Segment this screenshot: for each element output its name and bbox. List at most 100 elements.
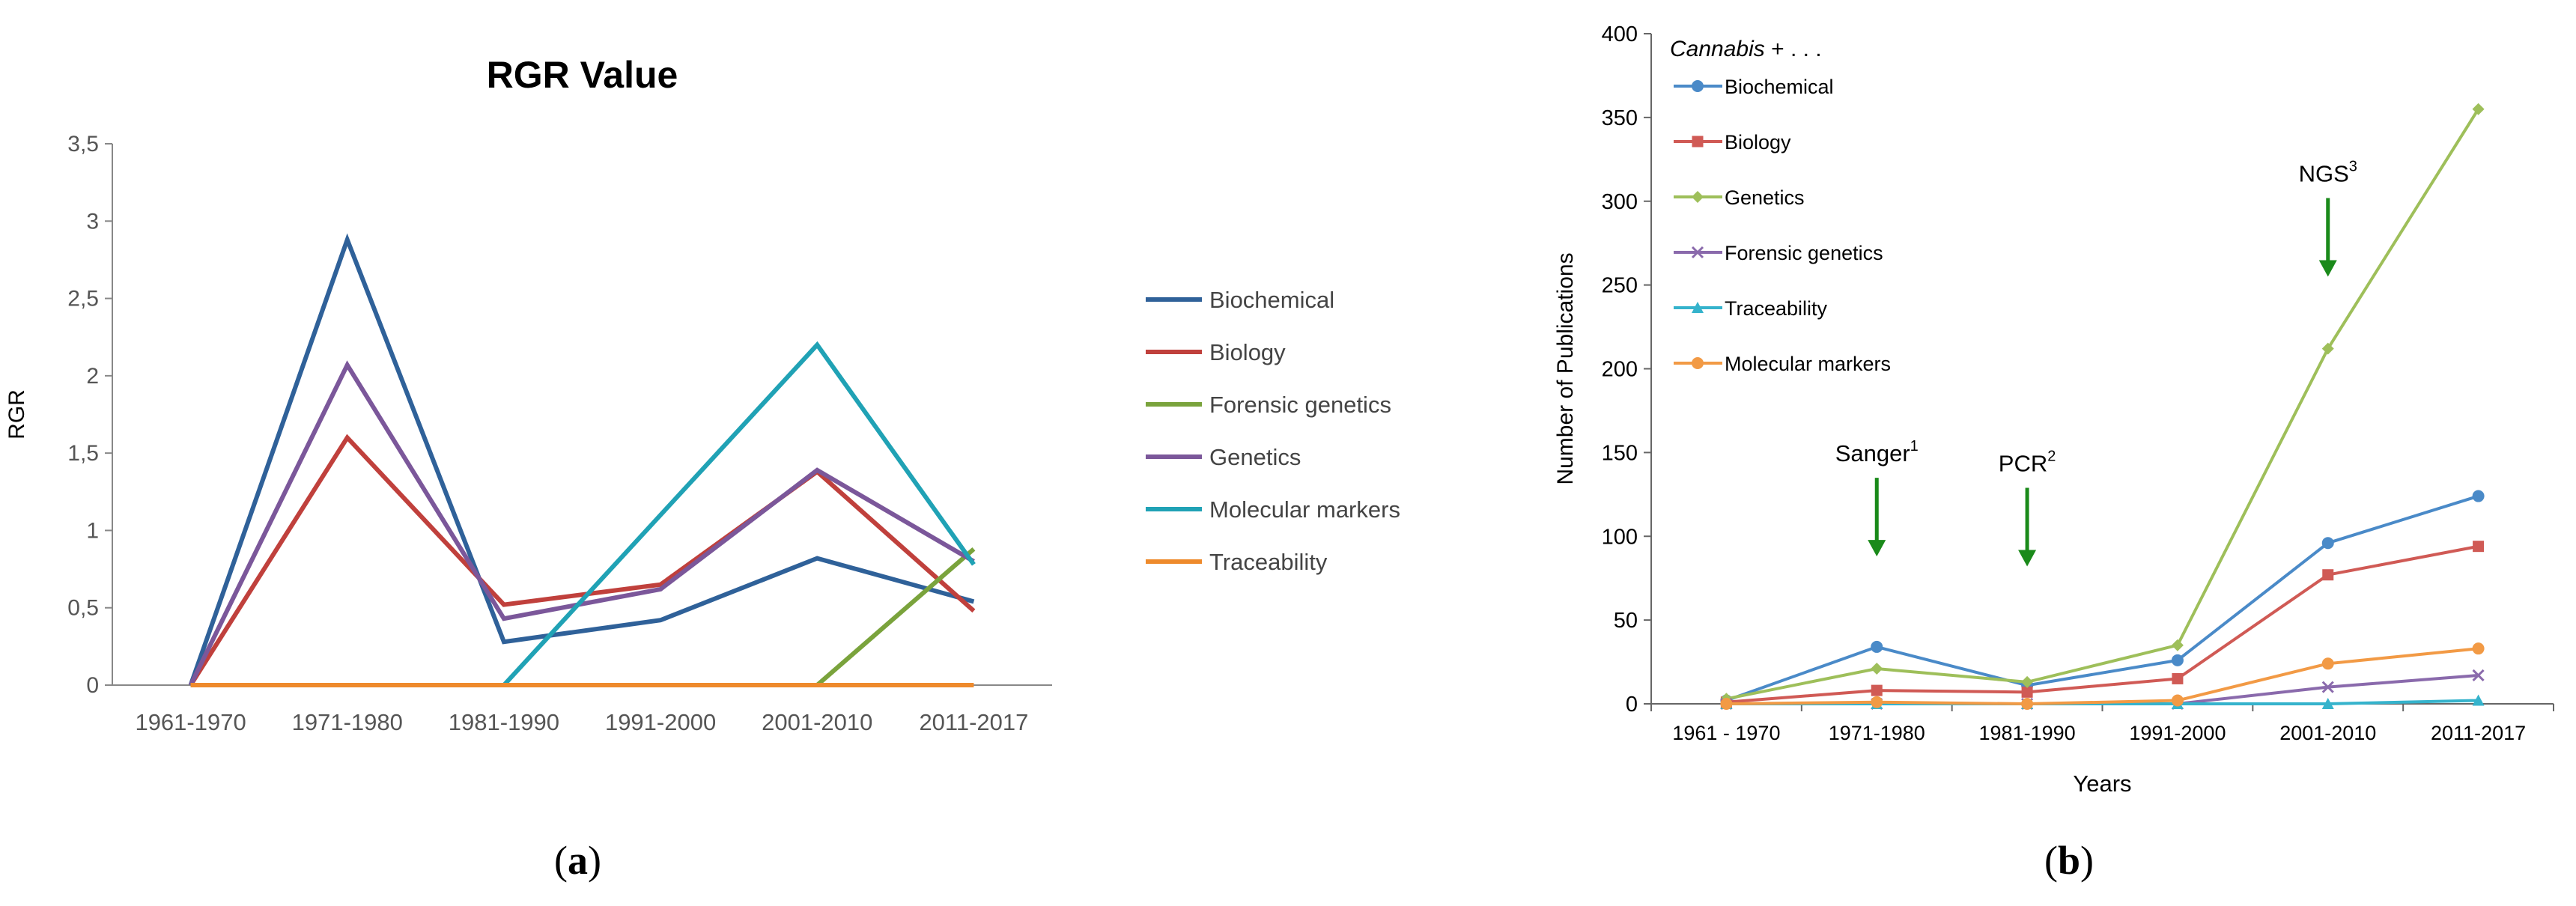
x-tick-label: 2001-2010 <box>762 709 872 735</box>
legend-label: Biology <box>1209 339 1286 365</box>
y-tick-label: 3,5 <box>67 132 99 156</box>
y-tick-label: 2,5 <box>67 287 99 311</box>
annotation-arrow-head <box>1868 540 1886 557</box>
annotation-label: NGS3 <box>2299 158 2357 186</box>
annotation-label: Sanger1 <box>1835 438 1919 466</box>
legend-label: Genetics <box>1725 186 1805 209</box>
y-axis-label: RGR <box>4 389 29 440</box>
panel-label-b: (b) <box>2044 838 2094 883</box>
data-point-molecular-markers <box>1871 696 1883 708</box>
data-point-biology <box>1871 684 1883 696</box>
legend-label: Traceability <box>1209 549 1328 575</box>
data-point-traceability <box>2321 698 2334 709</box>
data-point-forensic-genetics <box>2472 669 2485 682</box>
data-point-molecular-markers <box>2021 698 2034 710</box>
data-point-genetics <box>2321 342 2334 355</box>
annotation-superscript: 2 <box>2047 449 2056 465</box>
x-tick-label: 1991-2000 <box>2129 722 2226 744</box>
legend-label: Molecular markers <box>1209 496 1400 523</box>
y-tick-label: 2 <box>86 364 99 389</box>
data-point-biology <box>2172 672 2184 684</box>
x-tick-label: 1971-1980 <box>1829 722 1925 744</box>
y-tick-label: 350 <box>1602 106 1638 130</box>
legend-label: Biology <box>1725 131 1791 153</box>
y-tick-label: 50 <box>1614 609 1638 633</box>
legend-label: Biochemical <box>1209 287 1334 313</box>
series-line-biology <box>1726 544 2479 704</box>
rgr-chart: RGR Value 0 0,5 1 1,5 2 2,5 3 3,5 1961-1970 1971-1… <box>4 54 1052 735</box>
chart-title: RGR Value <box>487 54 678 96</box>
rgr-legend: Biochemical Biology Forensic genetics Genet… <box>1146 287 1400 575</box>
y-tick-label: 150 <box>1602 441 1638 465</box>
data-point-molecular-markers <box>2321 657 2334 670</box>
annotation-arrow-head <box>2318 260 2337 277</box>
legend-label: Molecular markers <box>1725 353 1891 375</box>
legend-label: Forensic genetics <box>1725 242 1883 264</box>
data-point-biology <box>2322 569 2334 581</box>
legend-marker <box>1692 302 1704 313</box>
legend-marker <box>1692 357 1704 369</box>
x-tick-label: 1991-2000 <box>605 709 716 735</box>
series-line-biochemical <box>188 233 975 686</box>
legend-title-rest: + . . . <box>1765 37 1822 61</box>
y-tick-label: 0 <box>86 673 99 698</box>
y-tick-label: 400 <box>1602 22 1638 46</box>
x-tick-label: 1981-1990 <box>449 709 559 735</box>
y-tick-label: 200 <box>1602 358 1638 382</box>
series-line-molecular-markers <box>190 341 976 687</box>
legend-label: Genetics <box>1209 444 1301 470</box>
data-point-molecular-markers <box>1720 698 1733 710</box>
publications-chart: 0 50 100 150 200 250 300 350 400 1961 - 1970 1971-… <box>1553 22 2554 797</box>
x-tick-label: 1961-1970 <box>135 709 246 735</box>
panel-label-a: (a) <box>554 838 601 883</box>
legend-marker <box>1692 136 1704 148</box>
y-tick-label: 3 <box>86 209 99 234</box>
legend-title-italic: Cannabis <box>1670 37 1765 61</box>
series-line-molecular-markers <box>1726 647 2479 706</box>
data-point-genetics <box>1871 663 1883 675</box>
annotation-text: PCR <box>1999 451 2047 477</box>
series-line-biology <box>189 434 976 687</box>
legend-marker <box>1691 246 1704 259</box>
series-line-genetics <box>1726 108 2480 701</box>
y-tick-label: 0,5 <box>67 596 99 621</box>
data-point-traceability <box>2472 694 2485 706</box>
annotation-text: Sanger <box>1835 440 1910 466</box>
annotation-superscript: 1 <box>1910 438 1919 454</box>
x-tick-label: 2001-2010 <box>2279 722 2376 744</box>
legend-label: Biochemical <box>1725 76 1834 98</box>
y-tick-label: 250 <box>1602 274 1638 298</box>
y-tick-label: 100 <box>1602 525 1638 549</box>
x-tick-label: 1971-1980 <box>292 709 403 735</box>
data-point-molecular-markers <box>2472 642 2485 655</box>
annotation-text: NGS <box>2299 160 2349 186</box>
y-tick-label: 1,5 <box>67 441 99 466</box>
data-point-biochemical <box>2321 537 2334 550</box>
data-point-biochemical <box>2171 654 2184 666</box>
legend-marker <box>1692 191 1704 203</box>
legend-label: Traceability <box>1725 297 1828 320</box>
annotation-arrow-head <box>2018 550 2037 567</box>
annotation-superscript: 3 <box>2349 158 2357 174</box>
data-point-biology <box>2473 541 2485 553</box>
y-tick-label: 300 <box>1602 190 1638 214</box>
data-point-forensic-genetics <box>2321 681 2334 693</box>
annotation-label: PCR2 <box>1999 449 2056 477</box>
data-point-biology <box>2021 686 2033 698</box>
data-point-genetics <box>2472 103 2485 115</box>
data-point-molecular-markers <box>2171 694 2184 707</box>
legend-title: Cannabis + . . . <box>1670 37 1822 61</box>
data-point-biochemical <box>1871 640 1883 653</box>
y-tick-label: 0 <box>1626 693 1638 717</box>
data-point-genetics <box>2171 639 2184 651</box>
y-tick-label: 1 <box>86 518 99 543</box>
y-axis-label: Number of Publications <box>1553 252 1578 484</box>
x-tick-label: 1981-1990 <box>1979 722 2076 744</box>
x-axis-label: Years <box>2073 770 2131 797</box>
x-tick-label: 1961 - 1970 <box>1672 722 1780 744</box>
series-line-biochemical <box>1725 494 2479 702</box>
data-point-genetics <box>2021 675 2034 688</box>
data-point-biochemical <box>2472 490 2485 502</box>
legend-marker <box>1692 80 1704 92</box>
